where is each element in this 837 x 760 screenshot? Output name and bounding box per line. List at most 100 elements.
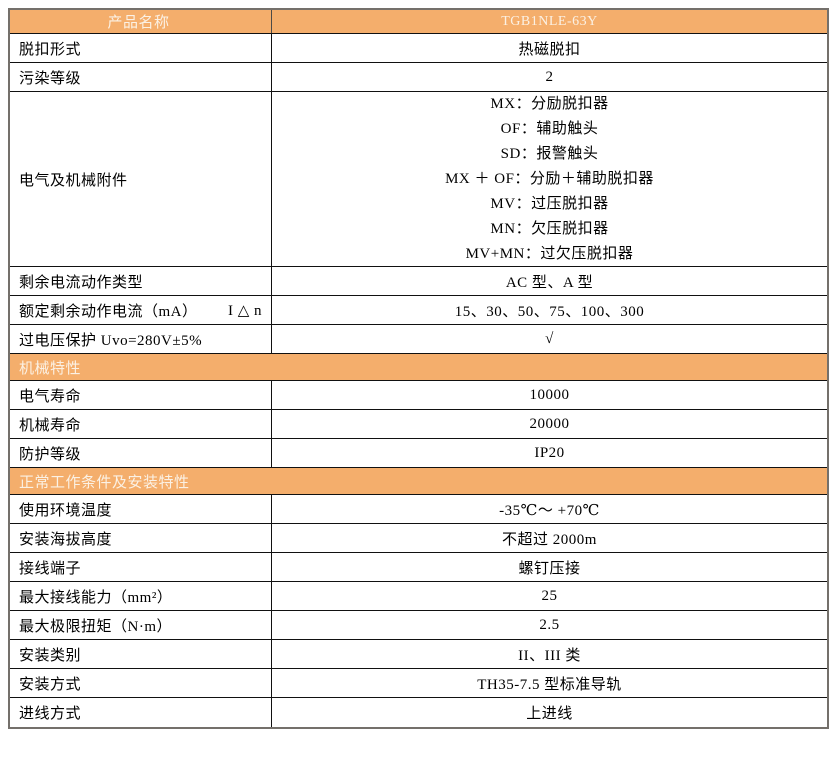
row-value: 螺钉压接: [518, 560, 581, 577]
row-label: 污染等级: [19, 70, 82, 87]
spec-row: 机械寿命 20000: [10, 410, 827, 439]
row-value-cell: 20000: [272, 410, 827, 438]
section-title: 机械特性: [19, 360, 82, 377]
row-label-cell: 防护等级: [10, 439, 272, 467]
row-label: 电气寿命: [19, 388, 82, 405]
row-value-cell: 热磁脱扣: [272, 34, 827, 62]
row-value: 不超过 2000m: [502, 531, 597, 548]
row-label-cell: 电气寿命: [10, 381, 272, 409]
spec-row: 进线方式 上进线: [10, 698, 827, 727]
row-label: 使用环境温度: [19, 502, 113, 519]
row-label: 安装类别: [19, 647, 82, 664]
value-line: MX ＋ OF：分励＋辅助脱扣器: [445, 170, 654, 187]
row-value: TGB1NLE-63Y: [501, 13, 598, 29]
row-value: 2.5: [539, 616, 560, 633]
row-label: 电气及机械附件: [19, 172, 128, 189]
spec-row: 接线端子 螺钉压接: [10, 553, 827, 582]
row-value: 热磁脱扣: [518, 41, 581, 58]
row-label: 防护等级: [19, 446, 82, 463]
row-value: TH35-7.5 型标准导轨: [477, 676, 622, 693]
spec-row: 安装海拔高度 不超过 2000m: [10, 524, 827, 553]
row-label-cell: 电气及机械附件: [10, 92, 272, 266]
row-value: IP20: [534, 444, 565, 461]
section-header-row: 机械特性: [10, 354, 827, 381]
row-label-cell: 脱扣形式: [10, 34, 272, 62]
value-line: OF：辅助触头: [500, 120, 599, 137]
row-label-cell: 污染等级: [10, 63, 272, 91]
row-label: 额定剩余动作电流（mA）: [19, 303, 198, 320]
row-value-cell: 25: [272, 582, 827, 610]
row-label-cell: 最大极限扭矩（N·m）: [10, 611, 272, 639]
value-line: SD：报警触头: [500, 145, 599, 162]
row-value: 2: [545, 68, 554, 85]
row-label-symbol: I △ n: [227, 302, 262, 319]
section-title: 正常工作条件及安装特性: [19, 474, 190, 491]
row-label-cell: 机械寿命: [10, 410, 272, 438]
row-value-cell: 15、30、50、75、100、300: [272, 296, 827, 324]
spec-row: 电气寿命 10000: [10, 381, 827, 410]
row-value-cell: √: [272, 325, 827, 353]
row-value-cell: 10000: [272, 381, 827, 409]
row-value: AC 型、A 型: [505, 274, 594, 291]
row-label-cell: 额定剩余动作电流（mA） I △ n: [10, 296, 272, 324]
spec-row: 污染等级 2: [10, 63, 827, 92]
row-value-cell: TH35-7.5 型标准导轨: [272, 669, 827, 697]
spec-row: 电气及机械附件 MX：分励脱扣器 OF：辅助触头 SD：报警触头 MX ＋ OF：分励＋…: [10, 92, 827, 267]
value-line: MX：分励脱扣器: [490, 95, 609, 112]
row-label: 安装方式: [19, 676, 82, 693]
spec-row: 安装类别 II、III 类: [10, 640, 827, 669]
spec-row: 额定剩余动作电流（mA） I △ n 15、30、50、75、100、300: [10, 296, 827, 325]
spec-row: 过电压保护 Uvo=280V±5% √: [10, 325, 827, 354]
value-line: MN：欠压脱扣器: [490, 220, 609, 237]
row-label: 产品名称: [107, 15, 170, 31]
spec-row: 使用环境温度 -35℃～ +70℃: [10, 495, 827, 524]
row-value-cell: AC 型、A 型: [272, 267, 827, 295]
row-value-cell: MX：分励脱扣器 OF：辅助触头 SD：报警触头 MX ＋ OF：分励＋辅助脱扣器 MV…: [272, 92, 827, 266]
row-value: -35℃～ +70℃: [499, 502, 600, 519]
spec-row: 剩余电流动作类型 AC 型、A 型: [10, 267, 827, 296]
row-value: II、III 类: [518, 647, 581, 664]
row-label-cell: 安装方式: [10, 669, 272, 697]
row-label-cell: 安装海拔高度: [10, 524, 272, 552]
row-label: 最大接线能力（mm²）: [19, 589, 173, 606]
product-spec-table: 产品名称 TGB1NLE-63Y 脱扣形式 热磁脱扣污染等级 2 电气及机械附件 MX：分励…: [8, 8, 829, 729]
spec-row: 脱扣形式 热磁脱扣: [10, 34, 827, 63]
row-value-cell: 不超过 2000m: [272, 524, 827, 552]
section-header-row: 正常工作条件及安装特性: [10, 468, 827, 495]
value-line: MV：过压脱扣器: [490, 195, 609, 212]
row-value: 上进线: [526, 706, 573, 722]
spec-row: 防护等级 IP20: [10, 439, 827, 468]
row-value: 20000: [529, 415, 570, 432]
row-label: 进线方式: [19, 706, 82, 722]
row-label: 脱扣形式: [19, 41, 82, 58]
row-label-cell: 安装类别: [10, 640, 272, 668]
row-value: 15、30、50、75、100、300: [454, 303, 645, 320]
row-label: 剩余电流动作类型: [19, 274, 144, 291]
row-label-cell: 剩余电流动作类型: [10, 267, 272, 295]
row-label-cell: 接线端子: [10, 553, 272, 581]
row-label-cell: 产品名称: [10, 10, 272, 33]
row-value-cell: TGB1NLE-63Y: [272, 10, 827, 33]
row-value: 25: [541, 587, 558, 604]
value-line: MV+MN：过欠压脱扣器: [465, 245, 634, 262]
row-value-cell: -35℃～ +70℃: [272, 495, 827, 523]
row-value: 10000: [529, 386, 570, 403]
row-value-cell: 上进线: [272, 698, 827, 727]
row-value-cell: IP20: [272, 439, 827, 467]
row-value-cell: 螺钉压接: [272, 553, 827, 581]
row-label-cell: 使用环境温度: [10, 495, 272, 523]
table-header-row: 产品名称 TGB1NLE-63Y: [10, 10, 827, 34]
row-label-cell: 最大接线能力（mm²）: [10, 582, 272, 610]
row-label: 机械寿命: [19, 417, 82, 434]
row-label-cell: 过电压保护 Uvo=280V±5%: [10, 325, 272, 353]
row-value-cell: 2.5: [272, 611, 827, 639]
row-label: 安装海拔高度: [19, 531, 113, 548]
spec-row: 安装方式 TH35-7.5 型标准导轨: [10, 669, 827, 698]
spec-row: 最大极限扭矩（N·m） 2.5: [10, 611, 827, 640]
row-value: √: [545, 330, 554, 347]
row-label: 过电压保护 Uvo=280V±5%: [19, 332, 203, 349]
row-value-cell: 2: [272, 63, 827, 91]
row-value-cell: II、III 类: [272, 640, 827, 668]
row-label: 接线端子: [19, 560, 82, 577]
row-label: 最大极限扭矩（N·m）: [19, 618, 172, 635]
